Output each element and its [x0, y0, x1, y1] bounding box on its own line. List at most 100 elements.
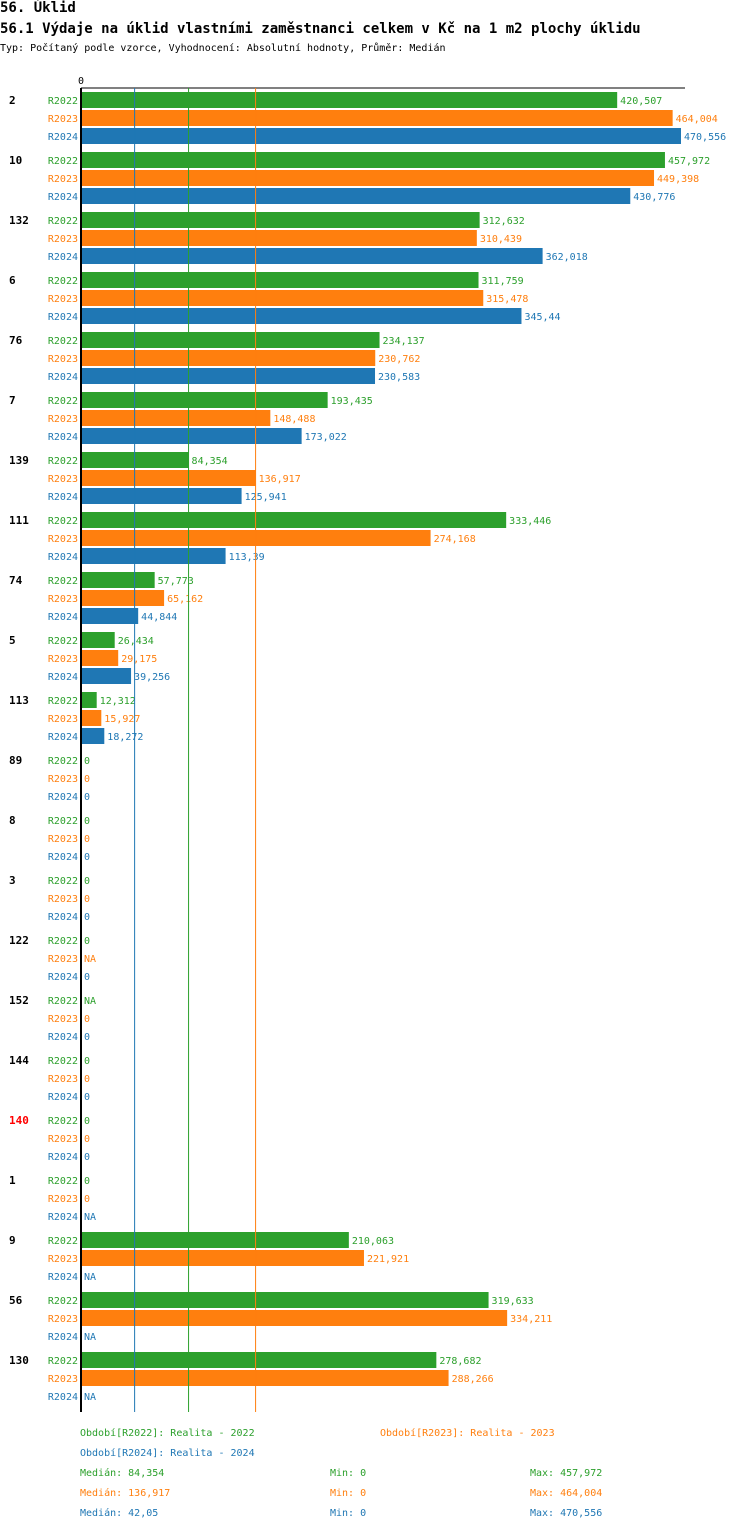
series-label: R2022 [48, 1176, 78, 1187]
value-label: 18,272 [107, 732, 143, 743]
group-label: 76 [9, 334, 23, 347]
series-label: R2023 [48, 894, 78, 905]
series-label: R2024 [48, 732, 78, 743]
series-label: R2022 [48, 1116, 78, 1127]
group-label: 122 [9, 934, 29, 947]
group-label: 89 [9, 754, 22, 767]
value-label: 315,478 [486, 294, 528, 305]
series-label: R2024 [48, 1392, 78, 1403]
value-label: 0 [84, 1134, 90, 1145]
value-label: 0 [84, 1074, 90, 1085]
value-label: 57,773 [158, 576, 194, 587]
stat-min-r2022: Min: 0 [330, 1468, 367, 1479]
value-label: 430,776 [633, 192, 675, 203]
value-label: 0 [84, 852, 90, 863]
group-label: 139 [9, 454, 29, 467]
series-label: R2024 [48, 972, 78, 983]
series-label: R2024 [48, 852, 78, 863]
series-label: R2022 [48, 696, 78, 707]
group-label: 9 [9, 1234, 16, 1247]
value-label: 457,972 [668, 156, 710, 167]
series-label: R2024 [48, 1212, 78, 1223]
bar [81, 92, 618, 108]
series-label: R2024 [48, 312, 78, 323]
series-label: R2022 [48, 156, 78, 167]
series-label: R2023 [48, 834, 78, 845]
series-label: R2024 [48, 912, 78, 923]
chart-title: 56.1 Výdaje na úklid vlastními zaměstnan… [0, 21, 641, 37]
value-label: 0 [84, 792, 90, 803]
group-label: 8 [9, 814, 16, 827]
series-label: R2023 [48, 1254, 78, 1265]
bar [81, 548, 226, 564]
group-label: 2 [9, 94, 16, 107]
bar [81, 650, 119, 666]
bar [81, 188, 631, 204]
series-label: R2023 [48, 534, 78, 545]
bar [81, 1232, 349, 1248]
series-label: R2022 [48, 216, 78, 227]
series-label: R2022 [48, 936, 78, 947]
stat-min-r2024: Min: 0 [330, 1508, 367, 1519]
value-label: 470,556 [684, 132, 726, 143]
series-label: R2024 [48, 1092, 78, 1103]
bar [81, 110, 673, 126]
value-label: 0 [84, 1092, 90, 1103]
bar [81, 272, 479, 288]
legend-r2024: Období[R2024]: Realita - 2024 [80, 1448, 255, 1459]
value-label: 0 [84, 972, 90, 983]
series-label: R2022 [48, 516, 78, 527]
series-label: R2022 [48, 816, 78, 827]
series-label: R2024 [48, 192, 78, 203]
value-label: 113,39 [229, 552, 265, 563]
group-label: 1 [9, 1174, 16, 1187]
series-label: R2022 [48, 876, 78, 887]
bar [81, 428, 302, 444]
bar [81, 332, 380, 348]
value-label: 234,137 [383, 336, 425, 347]
bar [81, 392, 328, 408]
series-label: R2022 [48, 336, 78, 347]
value-label: NA [84, 1392, 96, 1403]
group-label: 132 [9, 214, 29, 227]
bar [81, 308, 522, 324]
series-label: R2024 [48, 1272, 78, 1283]
series-label: R2024 [48, 132, 78, 143]
value-label: 0 [84, 912, 90, 923]
series-label: R2022 [48, 456, 78, 467]
bar [81, 350, 376, 366]
value-label: 230,583 [378, 372, 420, 383]
bar [81, 608, 139, 624]
series-label: R2023 [48, 1194, 78, 1205]
value-label: 0 [84, 876, 90, 887]
value-label: 148,488 [273, 414, 315, 425]
value-label: 319,633 [492, 1296, 534, 1307]
bar [81, 212, 480, 228]
series-label: R2024 [48, 252, 78, 263]
value-label: 230,762 [378, 354, 420, 365]
stat-median-r2022: Medián: 84,354 [80, 1468, 165, 1479]
series-label: R2024 [48, 672, 78, 683]
value-label: 310,439 [480, 234, 522, 245]
series-label: R2024 [48, 372, 78, 383]
series-label: R2023 [48, 1374, 78, 1385]
series-label: R2022 [48, 1356, 78, 1367]
bar [81, 230, 477, 246]
value-label: 44,844 [141, 612, 177, 623]
bar [81, 590, 165, 606]
value-label: 65,162 [167, 594, 203, 605]
value-label: 0 [84, 816, 90, 827]
value-label: 193,435 [331, 396, 373, 407]
bar [81, 710, 102, 726]
group-label: 113 [9, 694, 29, 707]
bar [81, 1292, 489, 1308]
series-label: R2023 [48, 714, 78, 725]
series-label: R2024 [48, 1332, 78, 1343]
bar [81, 170, 655, 186]
bar [81, 668, 132, 684]
value-label: 210,063 [352, 1236, 394, 1247]
bar [81, 368, 376, 384]
series-label: R2023 [48, 354, 78, 365]
series-label: R2023 [48, 1314, 78, 1325]
legend-r2023: Období[R2023]: Realita - 2023 [380, 1428, 555, 1439]
